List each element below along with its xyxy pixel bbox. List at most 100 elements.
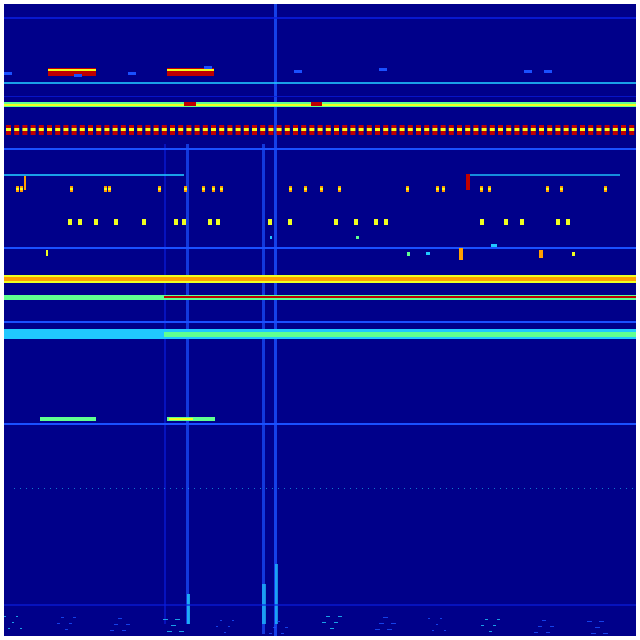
periodic-pulse (153, 128, 159, 131)
dotted-line-point (344, 488, 345, 489)
periodic-pulse (243, 128, 249, 131)
noise-speck (122, 630, 126, 631)
dotted-line-point (278, 488, 279, 489)
noise-speck (550, 626, 554, 627)
periodic-pulse (612, 128, 618, 131)
periodic-pulse (391, 128, 397, 131)
dotted-line-point (92, 488, 93, 489)
noise-speck (603, 633, 608, 634)
dotted-line-point (296, 488, 297, 489)
noise-speck (534, 632, 538, 633)
periodic-pulse (350, 128, 356, 131)
event-dot (46, 250, 48, 256)
noise-speck (224, 632, 226, 633)
event-dot (288, 219, 292, 225)
periodic-pulse (563, 128, 569, 131)
spectrogram-background (4, 4, 636, 636)
faint-blip (379, 68, 387, 71)
noise-speck (587, 621, 592, 622)
faint-blip (544, 70, 552, 73)
dotted-line-point (428, 488, 429, 489)
event-dot (94, 219, 98, 225)
periodic-pulse (366, 128, 372, 131)
noise-speck (269, 633, 272, 634)
noise-speck (546, 632, 550, 633)
dotted-line-point (410, 488, 411, 489)
periodic-pulse (276, 128, 282, 131)
dotted-line-point (614, 488, 615, 489)
event-dot (407, 252, 410, 256)
event-dot (572, 252, 575, 256)
dotted-line-point (512, 488, 513, 489)
event-dot (216, 219, 220, 225)
spectrogram-image (4, 4, 636, 636)
noise-speck (391, 623, 396, 624)
noise-speck (12, 622, 14, 623)
periodic-pulse (621, 128, 626, 131)
periodic-pulse (457, 128, 462, 131)
dotted-line-point (152, 488, 153, 489)
event-dot (406, 188, 409, 190)
periodic-pulse (88, 128, 93, 131)
event-dot (174, 219, 178, 225)
dotted-line-point (596, 488, 597, 489)
dotted-line-point (566, 488, 567, 489)
periodic-pulse (260, 128, 266, 131)
noise-speck (20, 628, 22, 629)
event-dot (16, 188, 19, 190)
dotted-line-point (224, 488, 225, 489)
horizontal-line (4, 82, 636, 84)
noise-speck (481, 625, 484, 626)
faint-blip (524, 70, 532, 73)
dotted-line-point (14, 488, 15, 489)
event-dot (220, 188, 223, 190)
periodic-pulse (268, 128, 274, 131)
periodic-pulse (211, 128, 216, 131)
noise-speck (542, 620, 546, 621)
faint-blip (294, 70, 302, 73)
noise-speck (73, 617, 76, 618)
dotted-line-point (146, 488, 147, 489)
dotted-line-point (44, 488, 45, 489)
noise-speck (379, 623, 384, 624)
periodic-pulse (120, 128, 126, 131)
event-dot (212, 188, 215, 190)
dotted-line-point (158, 488, 159, 489)
periodic-pulse (580, 128, 585, 131)
dotted-line-point (518, 488, 519, 489)
dotted-line-point (32, 488, 33, 489)
vertical-streak (274, 4, 277, 636)
dotted-line-point (80, 488, 81, 489)
periodic-pulse (30, 128, 36, 131)
periodic-pulse (571, 128, 577, 131)
periodic-pulse (38, 128, 44, 131)
dotted-line-point (170, 488, 171, 489)
dotted-line-point (218, 488, 219, 489)
periodic-pulse (539, 128, 544, 131)
horizontal-band (4, 277, 636, 281)
event-streak (459, 248, 463, 260)
event-dot (374, 219, 378, 225)
dotted-line-point (422, 488, 423, 489)
noise-speck (444, 630, 446, 631)
event-dot (158, 188, 161, 190)
dotted-line-point (20, 488, 21, 489)
horizontal-line (4, 174, 184, 176)
event-dot (356, 236, 359, 239)
noise-speck (216, 626, 218, 627)
periodic-pulse (145, 128, 151, 131)
event-dot (442, 188, 445, 190)
periodic-pulse (170, 128, 175, 131)
periodic-pulse (47, 128, 52, 131)
noise-speck (69, 623, 72, 624)
periodic-pulse (555, 128, 561, 131)
noise-speck (220, 620, 222, 621)
noise-speck (591, 633, 596, 634)
periodic-pulse (325, 128, 331, 131)
periodic-pulse (22, 128, 28, 131)
noise-speck (57, 623, 60, 624)
noise-speck (436, 624, 438, 625)
periodic-pulse (14, 128, 20, 131)
periodic-pulse (383, 128, 389, 131)
noise-speck (326, 616, 330, 617)
